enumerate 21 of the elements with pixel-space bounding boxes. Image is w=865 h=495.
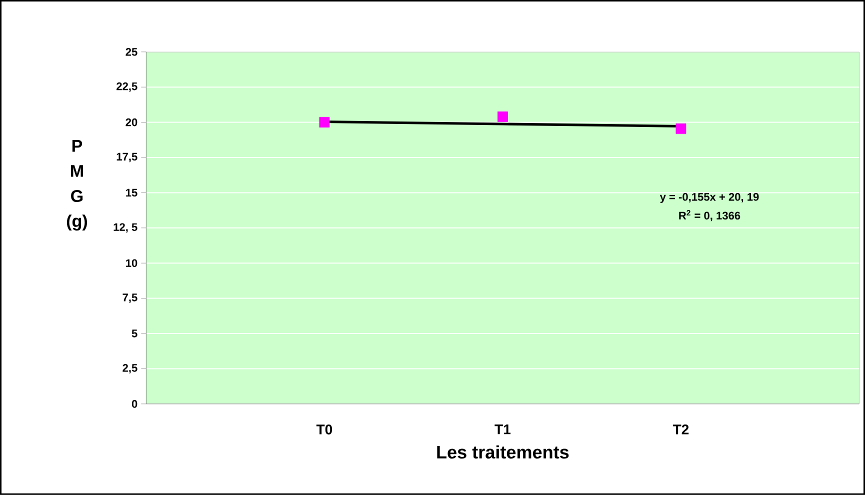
annotation: R$^{2}$ = 0, 1366 [679,210,740,222]
x-tick-label: T2 [672,424,689,434]
y-tick-label: 0 [132,400,138,408]
annotation: y = -0,155x + 20, 19 [660,193,759,203]
y-tick-label: 25 [126,48,138,56]
y-tick-label: 2,5 [122,364,138,374]
y-tick-label: 20 [126,118,138,126]
point [319,117,330,128]
y-tick-label: 10 [126,259,138,268]
point [676,123,686,134]
y-tick-label: 12, 5 [114,223,138,233]
x-axis-title: Les traitements [437,445,569,459]
x-tick-label: T0 [316,424,332,434]
y-tick-label: 5 [132,330,138,338]
y-tick-label: 17,5 [116,152,138,162]
y-axis-title: P M G (g) [66,140,88,231]
point [497,111,508,122]
y-tick-label: 22,5 [116,82,138,92]
x-tick-label: T1 [494,424,511,434]
y-tick-label: 15 [126,188,138,197]
y-tick-label: 7,5 [122,294,138,303]
